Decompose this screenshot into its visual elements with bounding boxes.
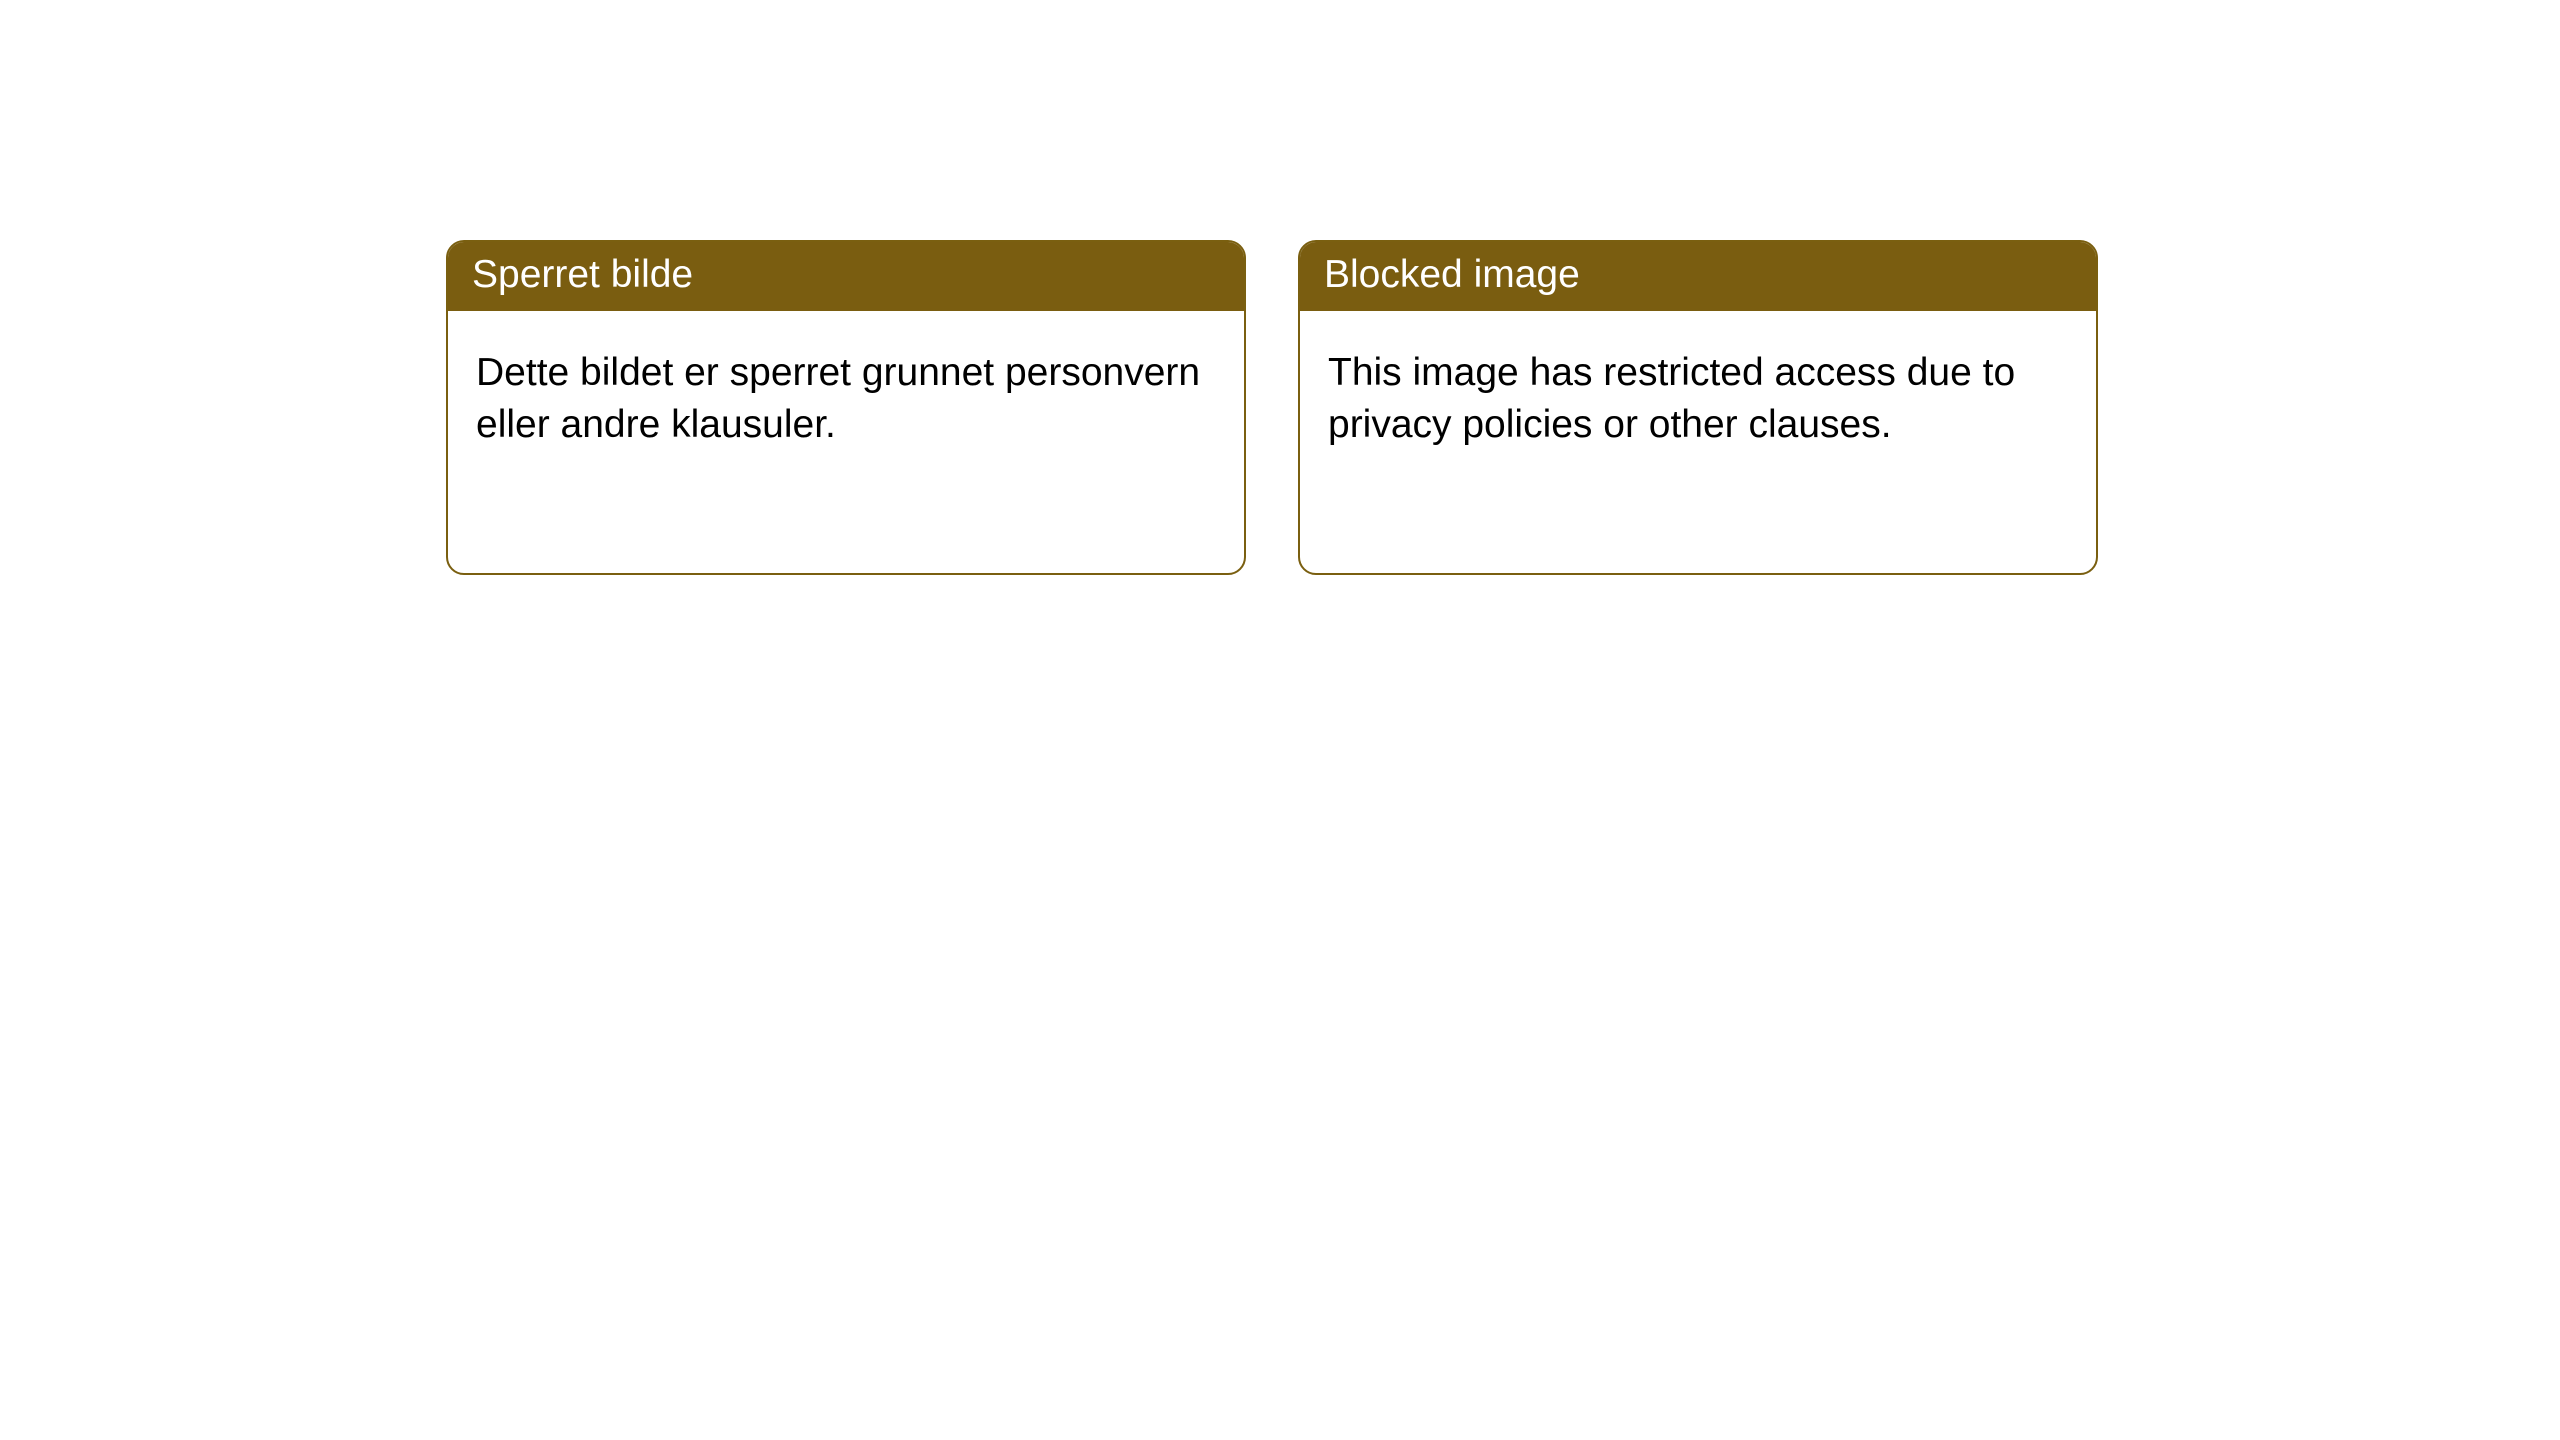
- card-header: Blocked image: [1300, 242, 2096, 311]
- blocked-image-card-no: Sperret bilde Dette bildet er sperret gr…: [446, 240, 1246, 575]
- card-header: Sperret bilde: [448, 242, 1244, 311]
- notice-cards-container: Sperret bilde Dette bildet er sperret gr…: [0, 0, 2560, 575]
- card-body: This image has restricted access due to …: [1300, 311, 2096, 480]
- blocked-image-card-en: Blocked image This image has restricted …: [1298, 240, 2098, 575]
- card-body: Dette bildet er sperret grunnet personve…: [448, 311, 1244, 480]
